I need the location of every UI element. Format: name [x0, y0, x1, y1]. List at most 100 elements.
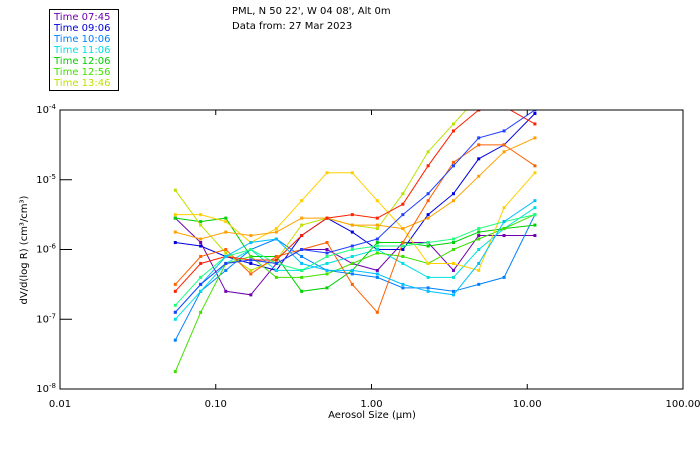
data-point: [325, 216, 329, 220]
data-point: [300, 261, 304, 265]
data-point: [325, 241, 329, 245]
data-point: [325, 171, 329, 175]
data-point: [173, 230, 177, 234]
data-point: [274, 254, 278, 258]
data-point: [375, 248, 379, 251]
data-point: [350, 223, 354, 227]
data-point: [224, 230, 228, 234]
data-point: [249, 261, 253, 265]
data-point: [375, 251, 379, 255]
x-tick-label: 1.00: [360, 399, 382, 410]
data-point: [199, 223, 203, 227]
data-point: [249, 268, 253, 272]
data-point: [451, 199, 455, 203]
data-point: [274, 227, 278, 231]
data-point: [224, 216, 228, 220]
data-point: [533, 81, 536, 84]
x-axis-title: Aerosol Size (μm): [328, 410, 416, 421]
data-point: [426, 213, 430, 217]
data-point: [199, 261, 203, 265]
data-point: [325, 261, 329, 265]
data-point: [401, 227, 405, 231]
series-line: [174, 214, 536, 372]
data-point: [502, 206, 506, 210]
data-point: [451, 261, 455, 265]
data-point: [375, 310, 379, 314]
y-tick-label: 10-7: [36, 312, 56, 325]
data-point: [451, 129, 455, 133]
data-point: [173, 303, 177, 307]
y-tick-label: 10-4: [36, 103, 56, 116]
data-point: [274, 275, 278, 279]
data-point: [477, 230, 481, 234]
x-tick-label: 10.00: [513, 399, 542, 410]
data-point: [426, 164, 430, 168]
data-point: [451, 289, 455, 293]
data-point: [350, 254, 354, 258]
data-point: [401, 261, 405, 265]
x-tick-label: 0.01: [49, 399, 71, 410]
y-tick-label: 10-8: [36, 382, 56, 395]
data-point: [375, 237, 379, 241]
data-point: [375, 275, 379, 279]
data-point: [401, 248, 405, 251]
data-point: [451, 192, 455, 196]
data-point: [502, 143, 506, 147]
data-point: [426, 150, 430, 154]
data-point: [199, 237, 203, 241]
legend-item: Time 12:56: [54, 67, 111, 78]
data-point: [477, 237, 481, 241]
series-unlabeled-8: [173, 136, 537, 241]
location-header: PML, N 50 22', W 04 08', Alt 0m: [232, 6, 391, 17]
data-point: [173, 317, 177, 321]
data-point: [249, 293, 253, 297]
data-point: [173, 241, 177, 245]
data-point: [300, 248, 304, 251]
data-point: [477, 95, 480, 98]
data-point: [300, 254, 304, 258]
data-point: [401, 241, 405, 245]
data-point: [502, 275, 506, 279]
data-point: [249, 234, 253, 238]
data-point: [199, 244, 203, 248]
data-point: [224, 261, 228, 265]
date-header: Data from: 27 Mar 2023: [232, 21, 353, 32]
data-point: [350, 171, 354, 175]
data-point: [224, 254, 228, 258]
data-point: [502, 220, 506, 224]
legend-item: Time 13:46: [54, 78, 111, 89]
data-point: [451, 248, 455, 251]
data-point: [199, 282, 203, 286]
data-point: [401, 192, 405, 196]
data-point: [350, 244, 354, 248]
x-tick-label: 0.10: [205, 399, 227, 410]
legend-item: Time 12:06: [54, 56, 111, 67]
data-point: [426, 289, 430, 293]
data-point: [533, 223, 537, 227]
data-point: [199, 213, 203, 217]
legend: Time 07:45 Time 09:06 Time 10:06 Time 11:06…: [49, 9, 119, 91]
data-point: [249, 258, 253, 262]
data-point: [451, 237, 455, 241]
data-point: [451, 164, 455, 168]
data-point: [375, 227, 379, 231]
legend-item: Time 09:06: [54, 23, 111, 34]
data-point: [300, 216, 304, 220]
data-point: [451, 122, 455, 126]
data-point: [502, 227, 506, 231]
data-point: [401, 254, 405, 258]
series-unlabeled-9: [173, 143, 537, 314]
data-point: [426, 244, 430, 248]
data-point: [173, 338, 177, 342]
data-point: [426, 216, 430, 220]
data-point: [300, 234, 304, 238]
x-tick-label: 100.00: [666, 399, 700, 410]
data-point: [451, 293, 455, 297]
data-point: [325, 272, 329, 276]
data-point: [224, 289, 228, 293]
data-point: [274, 230, 278, 234]
data-point: [533, 136, 537, 140]
data-point: [350, 268, 354, 272]
data-point: [350, 230, 354, 234]
data-point: [300, 199, 304, 203]
